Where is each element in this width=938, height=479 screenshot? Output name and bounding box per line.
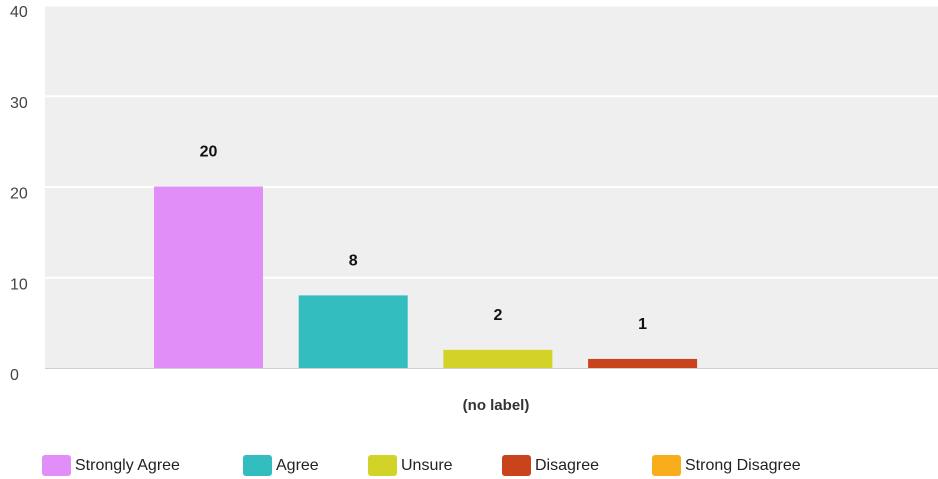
legend-item: Agree [243, 455, 319, 476]
y-tick-label: 0 [10, 367, 19, 384]
legend-swatch [502, 455, 531, 476]
legend-label: Strong Disagree [685, 456, 801, 474]
legend-swatch [42, 455, 71, 476]
y-axis-ticks: 0 10 20 30 40 [10, 4, 28, 384]
bar-chart: 0 10 20 30 40 20 8 2 1 (no label) [10, 4, 938, 414]
bar-value-label: 1 [638, 316, 647, 333]
bar-value-label: 8 [349, 252, 358, 269]
bar-value-label: 2 [493, 307, 502, 324]
legend-item: Disagree [502, 455, 599, 476]
bar [154, 186, 263, 368]
bar [443, 349, 553, 368]
legend-item: Strongly Agree [42, 455, 180, 476]
legend-swatch [243, 455, 272, 476]
bar-value-label: 20 [200, 144, 218, 161]
legend-item: Unsure [368, 455, 453, 476]
bar [298, 295, 408, 368]
legend-swatch [368, 455, 397, 476]
bars [154, 186, 698, 368]
legend-item: Strong Disagree [652, 455, 801, 476]
legend-label: Strongly Agree [75, 456, 180, 474]
y-tick-label: 10 [10, 276, 28, 293]
y-tick-label: 20 [10, 186, 28, 203]
value-labels: 20 8 2 1 [200, 144, 648, 333]
legend-swatch [652, 455, 681, 476]
y-tick-label: 40 [10, 4, 28, 21]
bar [588, 358, 698, 368]
legend-label: Agree [276, 456, 319, 474]
x-axis-label: (no label) [463, 397, 530, 414]
legend-label: Disagree [535, 456, 600, 474]
y-tick-label: 30 [10, 95, 28, 112]
legend-label: Unsure [401, 456, 453, 474]
